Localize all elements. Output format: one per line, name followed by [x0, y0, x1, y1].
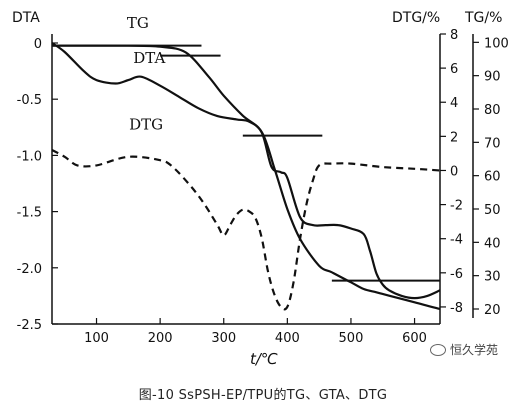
dta-tick-label: -2.0 [17, 262, 42, 277]
x-tick-label: 300 [211, 331, 236, 346]
reference-lines [52, 44, 440, 282]
tg-tick-label: 20 [484, 303, 501, 318]
left-axis-title: DTA [12, 10, 40, 26]
dta-tick-label: 0 [34, 37, 42, 52]
tg-tick-label: 100 [484, 36, 509, 51]
x-tick-label: 500 [339, 331, 364, 346]
wechat-icon [430, 343, 446, 356]
x-tick-label: 600 [402, 331, 427, 346]
tg-tick-label: 80 [484, 103, 501, 118]
tg-tick-label: 70 [484, 136, 501, 151]
axis-ticks: 100 200 300 400 500 6000-0.5-1.0-1.5-2.0-2.58… [17, 28, 509, 346]
tg-curve [51, 44, 441, 311]
curve-labels: TG DTA DTG [127, 14, 166, 134]
watermark: 恒久学苑 [430, 341, 498, 358]
dtg-tick-label: -8 [450, 301, 463, 316]
tg-axis-title: TG/% [464, 10, 502, 26]
dtg-tick-label: 6 [450, 62, 458, 77]
dtg-tick-label: -4 [450, 233, 463, 248]
tg-tick-label: 40 [484, 236, 501, 251]
dtg-tick-label: 8 [450, 28, 458, 43]
dtg-curve [51, 149, 441, 311]
tg-tick-label: 60 [484, 170, 501, 185]
data-curves [51, 42, 441, 311]
tg-curve-label: TG [127, 14, 149, 32]
tg-tick-label: 90 [484, 70, 501, 85]
dta-tick-label: -1.0 [17, 149, 42, 164]
dtg-tick-label: 0 [450, 164, 458, 179]
figure-caption: 图-10 SsPSH-EP/TPU的TG、GTA、DTG [138, 388, 388, 403]
dtg-tick-label: -6 [450, 267, 463, 282]
dta-curve [51, 42, 441, 300]
dta-tick-label: -0.5 [17, 93, 42, 108]
dtg-axis-title: DTG/% [392, 10, 440, 26]
watermark-text: 恒久学苑 [450, 343, 499, 357]
x-tick-label: 100 [84, 331, 109, 346]
dta-tick-label: -2.5 [17, 318, 42, 333]
dtg-tick-label: 4 [450, 96, 458, 111]
dtg-tick-label: 2 [450, 130, 458, 145]
tg-tick-label: 50 [484, 203, 501, 218]
dta-curve-label: DTA [133, 49, 165, 67]
x-tick-label: 200 [148, 331, 173, 346]
x-tick-label: 400 [275, 331, 300, 346]
dta-tick-label: -1.5 [17, 206, 42, 221]
tg-tick-label: 30 [484, 270, 501, 285]
dtg-curve-label: DTG [129, 116, 163, 134]
x-axis-title: t/℃ [250, 350, 278, 368]
dtg-tick-label: -2 [450, 199, 463, 214]
